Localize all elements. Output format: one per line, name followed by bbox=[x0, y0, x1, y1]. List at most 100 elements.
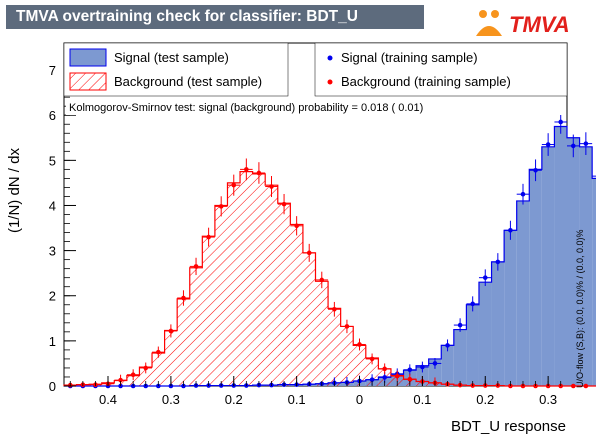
tmva-logo: TMVA bbox=[476, 10, 570, 37]
signal-training-point bbox=[516, 183, 530, 205]
background-test-bar bbox=[277, 203, 291, 386]
signal-training-point bbox=[541, 133, 555, 156]
background-test-bar bbox=[189, 267, 203, 386]
y-tick-label: 2 bbox=[49, 289, 56, 304]
background-test-bar bbox=[214, 205, 228, 386]
background-test-bar bbox=[164, 330, 178, 386]
x-tick-label: 0.2 bbox=[225, 392, 243, 407]
signal-training-point bbox=[466, 296, 479, 312]
background-training-point bbox=[277, 193, 291, 215]
y-tick-label: 0 bbox=[49, 379, 56, 394]
background-test-bar bbox=[227, 182, 241, 386]
background-test-bar bbox=[126, 375, 140, 386]
signal-test-bar bbox=[428, 358, 442, 386]
signal-training-point bbox=[416, 361, 429, 373]
background-test-bar bbox=[365, 358, 379, 386]
signal-test-bar bbox=[491, 261, 505, 386]
background-test-bar bbox=[152, 353, 165, 386]
background-training-point bbox=[290, 216, 303, 236]
signal-test-bar bbox=[592, 178, 596, 386]
y-axis-title: (1/N) dN / dx bbox=[6, 148, 23, 234]
x-tick-label: 0.1 bbox=[413, 392, 431, 407]
signal-test-bar bbox=[504, 230, 517, 386]
x-axis-title: BDT_U response bbox=[451, 418, 566, 435]
signal-training-point bbox=[567, 134, 580, 158]
signal-test-bar bbox=[567, 137, 580, 386]
histogram-layer bbox=[63, 125, 596, 387]
signal-training-point bbox=[441, 339, 454, 352]
background-test-bar bbox=[290, 224, 303, 386]
background-test-bar bbox=[252, 173, 266, 386]
y-tick-label: 3 bbox=[49, 244, 56, 259]
legend-label-background-test: Background (test sample) bbox=[114, 74, 262, 89]
background-training-point bbox=[340, 319, 354, 334]
y-tick-label: 5 bbox=[49, 153, 56, 168]
background-training-point bbox=[126, 369, 140, 381]
background-test-bar bbox=[265, 185, 278, 386]
signal-training-point bbox=[592, 175, 596, 177]
signal-training-point bbox=[428, 358, 442, 369]
signal-training-point bbox=[478, 269, 492, 287]
legend-swatch-signal-test bbox=[69, 48, 107, 67]
legend-swatch-background-test bbox=[69, 72, 107, 91]
background-test-bar bbox=[240, 171, 253, 386]
signal-test-bar bbox=[478, 282, 492, 386]
background-test-bar bbox=[340, 326, 354, 386]
y-tick-label: 1 bbox=[49, 334, 56, 349]
background-test-bar bbox=[328, 308, 341, 386]
background-training-point bbox=[139, 362, 153, 374]
background-test-bar bbox=[139, 367, 153, 386]
background-training-point bbox=[302, 243, 316, 262]
legend-box-training bbox=[314, 42, 568, 97]
legend: Signal (test sample) Background (test sa… bbox=[63, 42, 568, 97]
signal-training-point bbox=[365, 374, 379, 386]
background-training-point bbox=[202, 227, 215, 247]
background-training-point bbox=[265, 176, 278, 198]
legend-marker-background-training bbox=[327, 79, 333, 85]
background-training-point bbox=[353, 338, 366, 351]
background-training-point bbox=[164, 324, 178, 338]
signal-test-bar bbox=[529, 169, 542, 386]
signal-test-bar bbox=[579, 146, 593, 386]
legend-label-signal-training: Signal (training sample) bbox=[341, 50, 478, 65]
background-training-point bbox=[378, 363, 391, 375]
signal-training-point bbox=[529, 159, 542, 182]
overflow-text: U/O-flow (S,B): (0.0, 0.0)% / (0.0, 0.0)… bbox=[575, 229, 585, 388]
y-tick-label: 7 bbox=[49, 63, 56, 78]
chart-title: TMVA overtraining check for classifier: … bbox=[6, 5, 424, 29]
signal-training-point bbox=[453, 318, 467, 332]
signal-training-point bbox=[403, 364, 417, 376]
background-training-point bbox=[240, 158, 253, 181]
x-tick-label: 0.3 bbox=[539, 392, 557, 407]
signal-test-bar bbox=[441, 345, 454, 386]
background-training-point bbox=[214, 196, 228, 217]
logo-person-icon bbox=[476, 10, 502, 36]
x-tick-label: 0.4 bbox=[99, 392, 117, 407]
background-training-point bbox=[390, 370, 404, 382]
background-training-point bbox=[592, 385, 596, 387]
signal-training-point bbox=[504, 220, 517, 240]
ks-test-text: Kolmogorov-Smirnov test: signal (backgro… bbox=[69, 102, 423, 114]
background-test-bar bbox=[353, 345, 366, 386]
background-training-point bbox=[227, 174, 241, 196]
background-training-point bbox=[189, 257, 203, 276]
x-tick-label: 0 bbox=[356, 392, 363, 407]
legend-label-signal-test: Signal (test sample) bbox=[114, 50, 229, 65]
background-test-bar bbox=[302, 252, 316, 386]
background-test-bar bbox=[315, 281, 329, 386]
y-tick-label: 4 bbox=[49, 198, 56, 213]
background-training-point bbox=[567, 383, 580, 389]
signal-test-bar bbox=[554, 126, 567, 387]
legend-label-background-training: Background (training sample) bbox=[341, 74, 511, 89]
x-tick-label: 0.1 bbox=[288, 392, 306, 407]
background-training-point bbox=[152, 346, 165, 358]
background-training-point bbox=[328, 301, 341, 317]
legend-marker-signal-training bbox=[327, 55, 333, 61]
x-tick-label: 0.2 bbox=[476, 392, 494, 407]
background-training-point bbox=[177, 290, 190, 306]
background-test-bar bbox=[202, 236, 215, 386]
logo-text: TMVA bbox=[509, 12, 570, 37]
signal-test-bar bbox=[541, 146, 555, 386]
